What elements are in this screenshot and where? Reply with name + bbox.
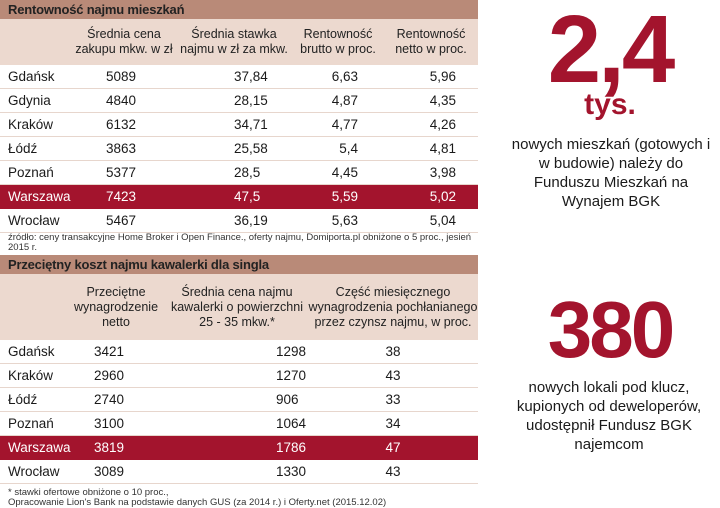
value-cell: 47 (308, 435, 478, 460)
stat2-description: nowych lokali pod klucz, kupionych od de… (516, 379, 702, 453)
city-cell: Wrocław (0, 208, 72, 233)
value-cell: 3863 (72, 136, 176, 161)
city-cell: Warszawa (0, 435, 71, 460)
value-cell: 5,63 (292, 208, 384, 233)
city-cell: Kraków (0, 112, 72, 137)
value-cell: 5,02 (384, 184, 478, 209)
value-cell: 3,98 (384, 160, 478, 185)
value-cell: 25,58 (176, 136, 292, 161)
table2-header-2: Średnia cena najmu kawalerki o powierzch… (166, 274, 308, 340)
stat1-description: nowych mieszkań (gotowych i w budowie) n… (511, 136, 711, 210)
value-cell: 4,87 (292, 88, 384, 113)
table2-header-0 (0, 274, 66, 340)
value-cell: 1786 (166, 435, 308, 460)
value-cell: 34 (308, 411, 478, 436)
value-cell: 3100 (66, 411, 166, 436)
value-cell: 2960 (66, 363, 166, 388)
stat1-unit: tys. (584, 88, 636, 121)
table-row: Gdynia 4840 28,15 4,87 4,35 (0, 88, 478, 113)
table2-title: Przeciętny koszt najmu kawalerki dla sin… (0, 255, 478, 274)
table-row: Poznań 5377 28,5 4,45 3,98 (0, 160, 478, 185)
table2-header-3: Część miesięcznego wynagrodzenia pochłan… (308, 274, 478, 340)
city-cell: Kraków (0, 363, 66, 388)
value-cell: 7423 (72, 184, 176, 209)
value-cell: 4,26 (384, 112, 478, 137)
city-cell: Gdynia (0, 88, 72, 113)
value-cell: 4840 (72, 88, 176, 113)
table-row: Poznań 3100 1064 34 (0, 411, 478, 436)
studio-rent-cost-table: Przeciętne wynagrodzenie netto Średnia ce… (0, 274, 478, 484)
value-cell: 2740 (66, 387, 166, 412)
city-cell: Łódź (0, 387, 66, 412)
table-row: Warszawa 3819 1786 47 (0, 435, 478, 460)
city-cell: Gdańsk (0, 65, 72, 89)
table-row: Wrocław 3089 1330 43 (0, 459, 478, 484)
city-cell: Poznań (0, 411, 66, 436)
table2-source: Opracowanie Lion's Bank na podstawie dan… (8, 497, 387, 508)
value-cell: 3421 (66, 340, 166, 364)
value-cell: 4,77 (292, 112, 384, 137)
value-cell: 5377 (72, 160, 176, 185)
stat2-number: 380 (547, 285, 675, 374)
value-cell: 43 (308, 363, 478, 388)
table1-header-4: Rentowność netto w proc. (384, 19, 478, 65)
city-cell: Łódź (0, 136, 72, 161)
stat1-number: 2,4 (547, 0, 675, 103)
table-row: Gdańsk 3421 1298 38 (0, 340, 478, 364)
value-cell: 5,96 (384, 65, 478, 89)
value-cell: 6132 (72, 112, 176, 137)
value-cell: 33 (308, 387, 478, 412)
value-cell: 5,04 (384, 208, 478, 233)
value-cell: 4,35 (384, 88, 478, 113)
value-cell: 36,19 (176, 208, 292, 233)
value-cell: 4,81 (384, 136, 478, 161)
value-cell: 1330 (166, 459, 308, 484)
table-row: Gdańsk 5089 37,84 6,63 5,96 (0, 65, 478, 89)
city-cell: Wrocław (0, 459, 66, 484)
table1-header-2: Średnia stawka najmu w zł za mkw. (176, 19, 292, 65)
value-cell: 5467 (72, 208, 176, 233)
table-row: Łódź 3863 25,58 5,4 4,81 (0, 136, 478, 161)
value-cell: 1298 (166, 340, 308, 364)
value-cell: 34,71 (176, 112, 292, 137)
table-row: Łódź 2740 906 33 (0, 387, 478, 412)
table2-header-1: Przeciętne wynagrodzenie netto (66, 274, 166, 340)
table-row: Wrocław 5467 36,19 5,63 5,04 (0, 208, 478, 233)
city-cell: Poznań (0, 160, 72, 185)
tables-column: Rentowność najmu mieszkań Średnia cena z… (0, 0, 478, 508)
value-cell: 906 (166, 387, 308, 412)
value-cell: 4,45 (292, 160, 384, 185)
value-cell: 1270 (166, 363, 308, 388)
table-row: Warszawa 7423 47,5 5,59 5,02 (0, 184, 478, 209)
value-cell: 37,84 (176, 65, 292, 89)
rental-yield-table: Średnia cena zakupu mkw. w zł Średnia sta… (0, 19, 478, 233)
city-cell: Gdańsk (0, 340, 66, 364)
table2-footnote: * stawki ofertowe obniżone o 10 proc., (8, 487, 169, 498)
value-cell: 5,4 (292, 136, 384, 161)
value-cell: 5089 (72, 65, 176, 89)
value-cell: 3089 (66, 459, 166, 484)
value-cell: 5,59 (292, 184, 384, 209)
table-row: Kraków 6132 34,71 4,77 4,26 (0, 112, 478, 137)
table1-source: źródło: ceny transakcyjne Home Broker i … (8, 232, 472, 253)
value-cell: 43 (308, 459, 478, 484)
city-cell: Warszawa (0, 184, 72, 209)
table1-title: Rentowność najmu mieszkań (0, 0, 478, 19)
table-row: Kraków 2960 1270 43 (0, 363, 478, 388)
value-cell: 3819 (66, 435, 166, 460)
value-cell: 47,5 (176, 184, 292, 209)
value-cell: 6,63 (292, 65, 384, 89)
value-cell: 38 (308, 340, 478, 364)
value-cell: 28,15 (176, 88, 292, 113)
table1-header-3: Rentowność brutto w proc. (292, 19, 384, 65)
table1-header-0 (0, 19, 72, 65)
value-cell: 28,5 (176, 160, 292, 185)
table1-header-1: Średnia cena zakupu mkw. w zł (72, 19, 176, 65)
value-cell: 1064 (166, 411, 308, 436)
